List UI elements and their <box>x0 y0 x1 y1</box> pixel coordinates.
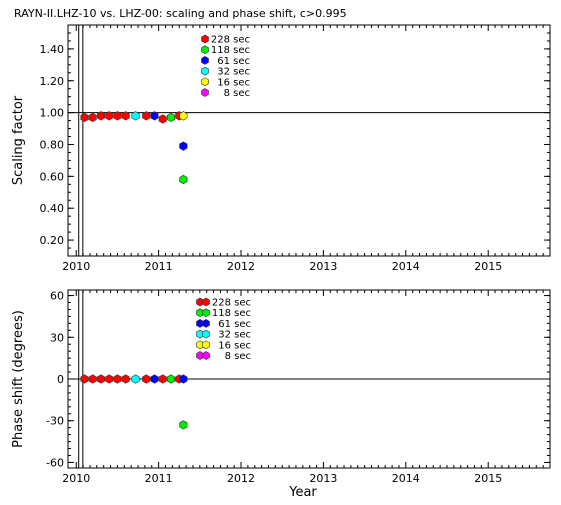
y-tick-label: -60 <box>46 456 64 469</box>
y-tick-label: 0 <box>57 373 64 386</box>
data-point <box>113 111 122 121</box>
x-tick-label: 2014 <box>392 260 420 273</box>
y-tick-label: 60 <box>50 290 64 303</box>
legend-marker <box>202 319 210 328</box>
data-point <box>142 111 151 121</box>
legend-marker <box>201 66 209 76</box>
x-tick-label: 2012 <box>227 472 255 485</box>
y-tick-label: 1.00 <box>40 107 65 120</box>
legend-label: 61 sec <box>217 56 250 67</box>
data-point <box>105 111 114 121</box>
data-point <box>167 374 175 384</box>
y-axis-label: Phase shift (degrees) <box>11 310 26 448</box>
legend-marker <box>202 351 210 360</box>
scaling-factor-panel: 2010 2011 2012 2013 2014 2015 0.20 0.40 0.60 0.80… <box>11 24 551 273</box>
data-point <box>179 111 188 121</box>
data-point <box>80 374 89 384</box>
legend-label: 228 sec <box>211 35 250 46</box>
x-tick-label: 2010 <box>62 260 90 273</box>
y-tick-label: -30 <box>46 415 64 428</box>
data-point <box>179 374 188 384</box>
data-point <box>131 111 140 121</box>
legend-marker <box>201 45 209 55</box>
data-point <box>131 374 140 384</box>
legend-marker <box>202 297 210 307</box>
data-point <box>121 374 130 384</box>
data-point <box>113 374 122 384</box>
y-tick-label: 0.20 <box>40 234 65 247</box>
x-tick-label: 2012 <box>227 260 255 273</box>
y-tick-label: 1.20 <box>40 75 65 88</box>
legend-label: 61 sec <box>218 319 251 330</box>
legend-label: 228 sec <box>212 298 251 309</box>
data-point <box>150 111 159 121</box>
x-tick-label: 2010 <box>62 472 90 485</box>
data-point <box>105 374 114 384</box>
x-tick-label: 2011 <box>145 472 173 485</box>
x-axis-label: Year <box>288 485 317 500</box>
y-axis-label: Scaling factor <box>11 95 26 185</box>
data-point <box>167 112 175 123</box>
legend-marker <box>201 34 209 44</box>
x-tick-label: 2014 <box>392 472 420 485</box>
data-point <box>96 374 105 384</box>
legend-label: 16 sec <box>218 340 251 351</box>
y-tick-label: 1.40 <box>40 43 65 56</box>
y-tick-label: 0.80 <box>40 138 65 151</box>
data-point <box>179 174 188 185</box>
x-tick-label: 2013 <box>309 472 337 485</box>
chart-title: RAYN-II.LHZ-10 vs. LHZ-00: scaling and p… <box>14 7 347 20</box>
legend-label: 118 sec <box>212 308 251 319</box>
data-point <box>179 141 188 151</box>
legend-label: 8 sec <box>225 351 251 362</box>
legend-marker <box>201 77 209 87</box>
y-tick-label: 0.60 <box>40 170 65 183</box>
data-point <box>80 112 89 123</box>
legend-marker <box>202 308 210 318</box>
x-tick-label: 2011 <box>145 260 173 273</box>
data-point <box>121 111 130 121</box>
x-tick-label: 2015 <box>474 260 502 273</box>
legend-marker <box>201 56 209 65</box>
y-tick-label: 30 <box>50 331 64 344</box>
data-point <box>88 374 97 384</box>
data-point <box>158 374 167 384</box>
data-point <box>179 420 188 430</box>
legend-label: 8 sec <box>224 88 250 99</box>
data-point <box>96 111 105 121</box>
legend-label: 32 sec <box>218 330 251 341</box>
legend-marker <box>202 329 210 339</box>
x-tick-label: 2013 <box>309 260 337 273</box>
x-tick-label: 2015 <box>474 472 502 485</box>
legend-marker <box>201 88 209 97</box>
phase-shift-panel: 2010 2011 2012 2013 2014 2015 -60 -30 0 30 60 Phase… <box>11 289 551 500</box>
legend-label: 32 sec <box>217 67 250 78</box>
legend-label: 118 sec <box>211 45 250 56</box>
data-point <box>150 374 159 384</box>
plot-frame <box>67 24 551 257</box>
legend-label: 16 sec <box>217 77 250 88</box>
legend-marker <box>202 340 210 350</box>
data-point <box>142 374 151 384</box>
data-point <box>158 114 167 124</box>
data-point <box>88 112 97 123</box>
y-tick-label: 0.40 <box>40 202 65 215</box>
